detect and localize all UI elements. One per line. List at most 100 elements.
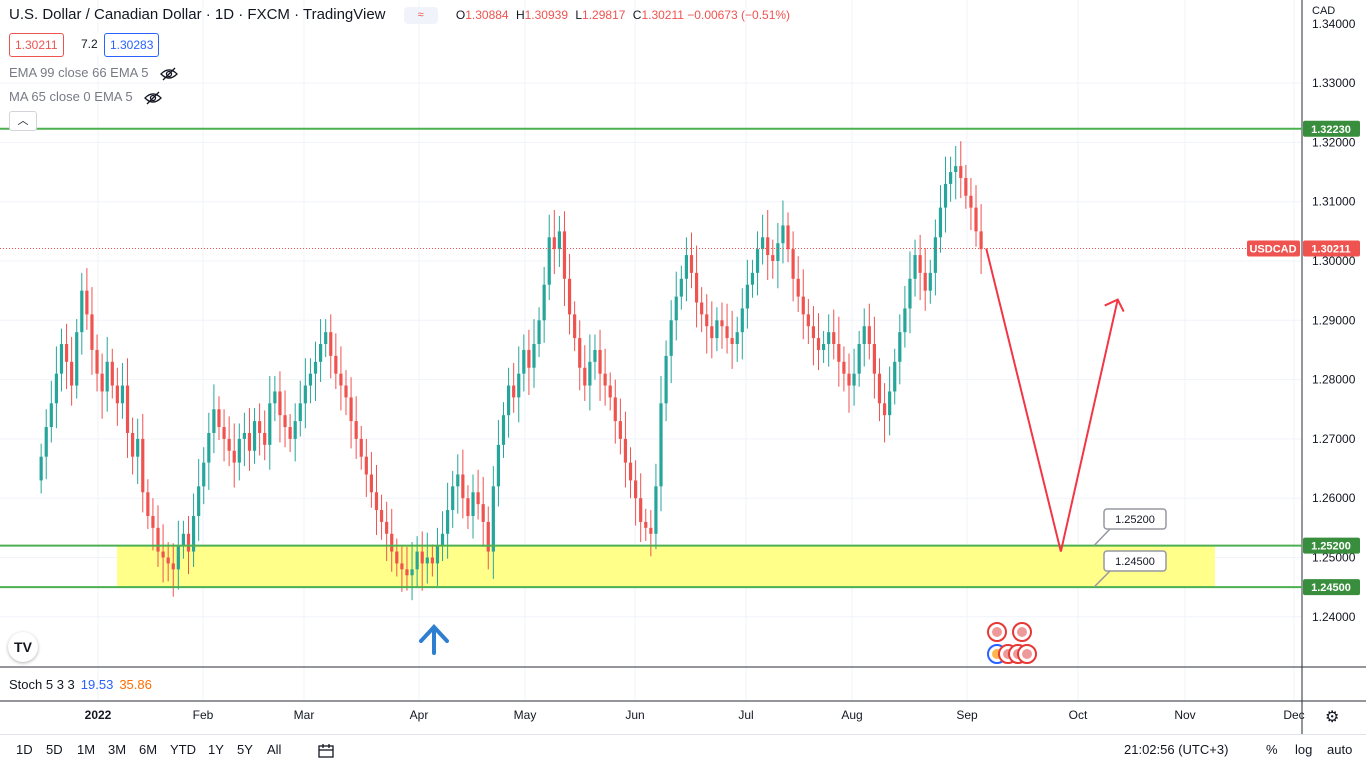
x-tick-label: 2022 xyxy=(85,708,112,722)
percent-toggle[interactable]: % xyxy=(1266,742,1278,757)
candle-body xyxy=(379,510,384,522)
date-range-icon[interactable] xyxy=(317,743,335,759)
callout-label: 1.25200 xyxy=(1115,514,1155,526)
timeframe-3m[interactable]: 3M xyxy=(108,742,127,757)
candle-body xyxy=(527,349,531,368)
candle-body xyxy=(95,349,99,374)
timeframe-1d[interactable]: 1D xyxy=(16,742,33,757)
candle-body xyxy=(374,492,379,511)
candle-body xyxy=(476,492,480,505)
candle-body xyxy=(928,272,932,291)
timeframe-1m[interactable]: 1M xyxy=(77,742,96,757)
candle-body xyxy=(684,255,689,279)
callout-box xyxy=(1103,508,1167,530)
flag-inner xyxy=(1017,627,1027,637)
timeframe-5d[interactable]: 5D xyxy=(46,742,63,757)
indicator-ma[interactable]: MA 65 close 0 EMA 5 xyxy=(9,89,163,105)
callout-pointer xyxy=(1093,528,1111,547)
ask-price-button[interactable]: 1.30283 xyxy=(104,33,160,57)
timeframe-all[interactable]: All xyxy=(267,742,282,757)
candle-body xyxy=(801,296,805,315)
candle-body xyxy=(888,391,892,416)
candle-body xyxy=(506,385,511,416)
candle-body xyxy=(816,338,821,350)
candle-body xyxy=(842,361,846,374)
candle-body xyxy=(710,326,714,339)
candle-body xyxy=(659,403,663,487)
currency-label[interactable]: CAD xyxy=(1312,5,1336,17)
candle-body xyxy=(943,183,948,208)
candle-body xyxy=(161,551,165,558)
candle-body xyxy=(639,498,643,522)
bottom-toolbar: 1D 5D 1M 3M 6M YTD 1Y 5Y All 21:02:56 (U… xyxy=(0,734,1366,769)
candle-body xyxy=(369,474,374,493)
candle-body xyxy=(679,278,683,297)
candle-body xyxy=(761,237,765,250)
candle-body xyxy=(364,456,368,475)
candle-body xyxy=(242,432,246,439)
tradingview-logo-icon[interactable]: TV xyxy=(8,632,38,662)
eye-hidden-icon[interactable] xyxy=(144,91,163,105)
timeframe-6m[interactable]: 6M xyxy=(139,742,158,757)
candle-body xyxy=(567,278,572,315)
candle-body xyxy=(496,444,501,487)
y-tick-label: 1.29000 xyxy=(1312,313,1356,327)
candle-body xyxy=(440,533,445,546)
timeframe-1y[interactable]: 1Y xyxy=(208,742,224,757)
candle-body xyxy=(867,326,871,345)
candle-body xyxy=(959,166,963,178)
candle-body xyxy=(288,427,292,439)
indicator-ema-label: EMA 99 close 66 EMA 5 xyxy=(9,65,149,80)
candle-body xyxy=(354,421,358,439)
candle-body xyxy=(938,207,943,238)
candle-body xyxy=(562,231,567,279)
candle-body xyxy=(766,237,770,256)
candle-body xyxy=(512,385,516,398)
candle-body xyxy=(202,462,206,487)
candle-body xyxy=(171,563,175,570)
x-tick-label: Oct xyxy=(1069,708,1088,722)
timeframe-5y[interactable]: 5Y xyxy=(237,742,253,757)
chart-mode-toggle[interactable]: ≈ xyxy=(403,6,438,24)
stoch-legend[interactable]: Stoch 5 3 3 19.53 35.86 xyxy=(9,677,152,692)
candle-body xyxy=(339,373,343,386)
gear-icon[interactable]: ⚙ xyxy=(1325,709,1340,726)
y-tick-label: 1.32000 xyxy=(1312,135,1356,149)
up-arrow-icon xyxy=(419,624,449,655)
candle-body xyxy=(720,320,724,327)
candle-body xyxy=(212,409,216,433)
callout-pointer xyxy=(1093,570,1111,588)
candle-body xyxy=(268,403,272,445)
candle-body xyxy=(583,367,587,386)
eye-hidden-icon[interactable] xyxy=(160,67,179,81)
symbol-title[interactable]: U.S. Dollar / Canadian Dollar · 1D · FXC… xyxy=(9,6,386,23)
collapse-legend-button[interactable]: ︿ xyxy=(9,111,37,131)
candle-body xyxy=(735,332,739,345)
price-chart[interactable]: 2022 Feb Mar Apr May Jun Jul Aug Sep Oct Nov Dec 1.3… xyxy=(0,0,1366,734)
candle-body xyxy=(410,569,414,576)
candle-body xyxy=(669,320,673,356)
candle-body xyxy=(70,361,74,386)
candle-body xyxy=(532,344,536,368)
candle-body xyxy=(578,338,582,368)
candle-body xyxy=(618,421,622,439)
candle-body xyxy=(700,302,704,315)
candle-body xyxy=(776,243,780,261)
candle-body xyxy=(745,284,749,309)
auto-toggle[interactable]: auto xyxy=(1327,742,1353,757)
candle-body xyxy=(156,527,160,552)
candle-body xyxy=(806,314,810,327)
timeframe-ytd[interactable]: YTD xyxy=(170,742,196,757)
candle-body xyxy=(446,510,450,534)
log-toggle[interactable]: log xyxy=(1295,742,1313,757)
candle-body xyxy=(308,373,313,386)
candle-body xyxy=(227,438,231,451)
bid-price-button[interactable]: 1.30211 xyxy=(9,33,64,57)
x-tick-label: Sep xyxy=(956,708,978,722)
indicator-ema[interactable]: EMA 99 close 66 EMA 5 xyxy=(9,65,179,81)
clock[interactable]: 21:02:56 (UTC+3) xyxy=(1124,742,1229,757)
y-tick-label: 1.30000 xyxy=(1312,254,1356,268)
candle-body xyxy=(740,308,744,333)
candle-body xyxy=(166,557,170,564)
candle-body xyxy=(405,569,409,576)
